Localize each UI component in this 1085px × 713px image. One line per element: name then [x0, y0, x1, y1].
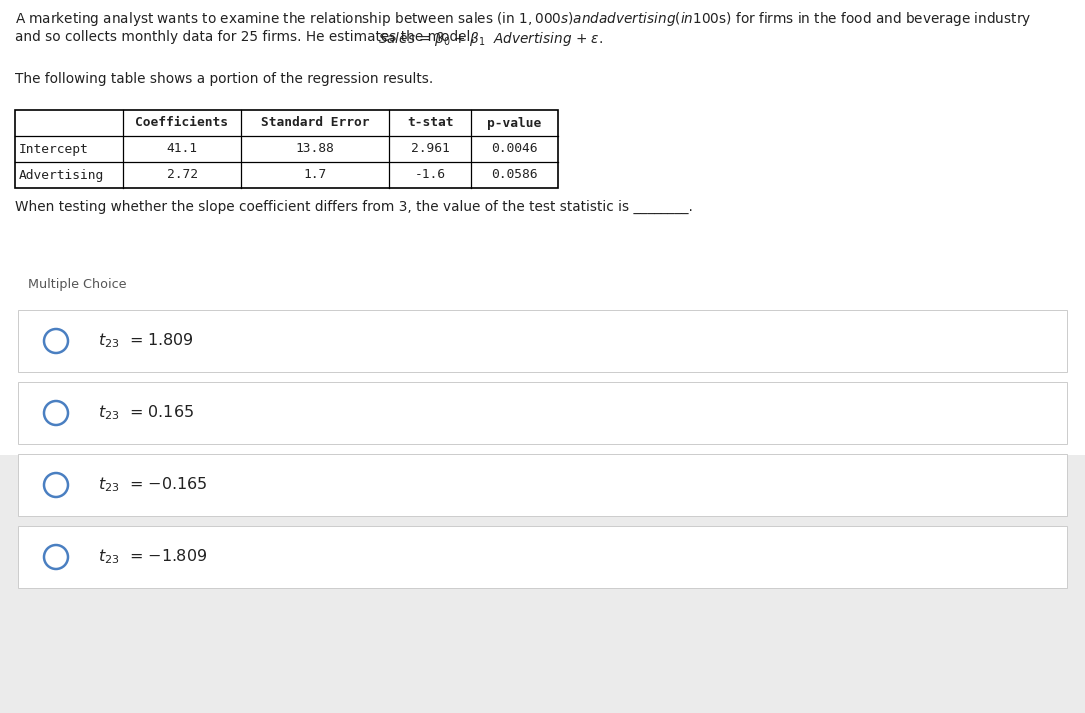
- Text: $t_{23}$  = 0.165: $t_{23}$ = 0.165: [98, 404, 194, 422]
- FancyBboxPatch shape: [0, 455, 1085, 713]
- FancyBboxPatch shape: [18, 310, 1067, 372]
- FancyBboxPatch shape: [18, 382, 1067, 444]
- Text: Standard Error: Standard Error: [260, 116, 369, 130]
- Text: Intercept: Intercept: [20, 143, 89, 155]
- Text: -1.6: -1.6: [414, 168, 446, 182]
- Text: 2.961: 2.961: [410, 143, 449, 155]
- Text: Multiple Choice: Multiple Choice: [28, 278, 127, 291]
- Text: $t_{23}$  = −0.165: $t_{23}$ = −0.165: [98, 476, 207, 494]
- Text: $\mathit{Sales}$ = $\beta_0$ + $\beta_1$  $\mathit{Advertising}$ + $\varepsilon$: $\mathit{Sales}$ = $\beta_0$ + $\beta_1$…: [379, 30, 603, 48]
- Text: 41.1: 41.1: [166, 143, 197, 155]
- Text: 13.88: 13.88: [295, 143, 334, 155]
- Bar: [15, 110, 558, 188]
- Text: t-stat: t-stat: [407, 116, 454, 130]
- FancyBboxPatch shape: [18, 454, 1067, 516]
- Text: 1.7: 1.7: [304, 168, 327, 182]
- FancyBboxPatch shape: [18, 526, 1067, 588]
- Text: The following table shows a portion of the regression results.: The following table shows a portion of t…: [15, 72, 433, 86]
- Text: $t_{23}$  = −1.809: $t_{23}$ = −1.809: [98, 548, 207, 566]
- Text: 2.72: 2.72: [166, 168, 197, 182]
- Text: p-value: p-value: [487, 116, 541, 130]
- Text: 0.0046: 0.0046: [492, 143, 538, 155]
- Text: $t_{23}$  = 1.809: $t_{23}$ = 1.809: [98, 332, 194, 350]
- Text: When testing whether the slope coefficient differs from 3, the value of the test: When testing whether the slope coefficie…: [15, 200, 693, 214]
- Text: A marketing analyst wants to examine the relationship between sales (in $1,000s): A marketing analyst wants to examine the…: [15, 10, 1032, 28]
- FancyBboxPatch shape: [0, 0, 1085, 455]
- Text: and so collects monthly data for 25 firms. He estimates the model:: and so collects monthly data for 25 firm…: [15, 30, 480, 44]
- Text: Coefficients: Coefficients: [136, 116, 229, 130]
- Text: Advertising: Advertising: [20, 168, 104, 182]
- Text: 0.0586: 0.0586: [492, 168, 538, 182]
